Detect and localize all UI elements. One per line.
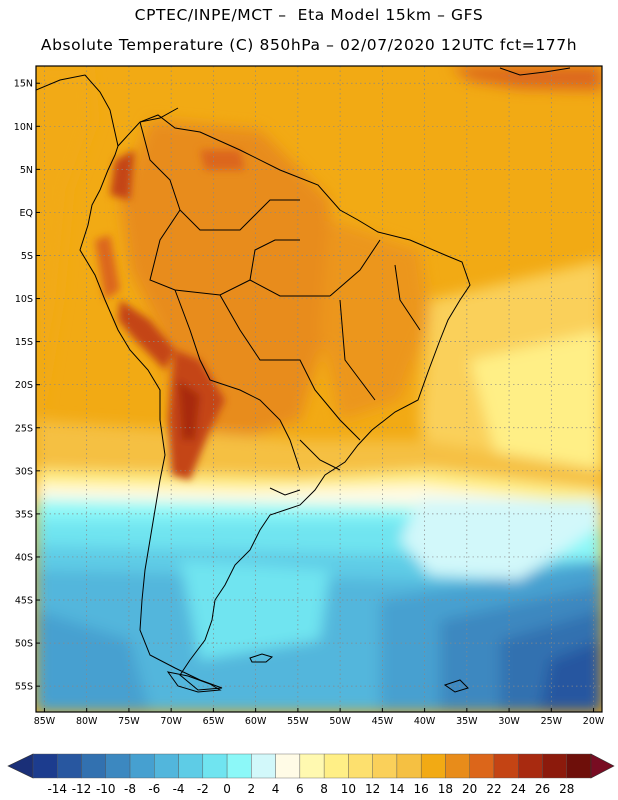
colorbar-label: -6: [148, 782, 160, 796]
lat-tick-label: 25S: [15, 423, 33, 434]
colorbar-label: 12: [365, 782, 380, 796]
lat-tick-label: 20S: [15, 380, 33, 391]
colorbar-label: -14: [47, 782, 67, 796]
colorbar-label: 28: [559, 782, 574, 796]
colorbar-over-arrow: [590, 753, 615, 779]
lat-tick-label: 45S: [15, 596, 33, 607]
lat-tick-label: EQ: [20, 208, 33, 219]
lon-tick-label: 65W: [203, 716, 225, 727]
colorbar-under-arrow: [7, 753, 34, 779]
lat-tick-label: 35S: [15, 509, 33, 520]
colorbar-swatch: [542, 753, 567, 779]
map-frame: [35, 65, 603, 713]
lat-tick-label: 40S: [15, 552, 33, 563]
colorbar-label: 8: [320, 782, 328, 796]
lat-tick-label: 30S: [15, 466, 33, 477]
colorbar-label: -2: [197, 782, 209, 796]
lon-tick-label: 70W: [160, 716, 182, 727]
colorbar: -14 -12 -10 -8 -6 -4 -2 0 2 4 6 8 10 12 14 16 18 20 22 24 26…: [7, 753, 615, 796]
colorbar-swatch: [154, 753, 179, 779]
colorbar-swatch: [372, 753, 398, 779]
colorbar-label: 6: [296, 782, 304, 796]
colorbar-label: 16: [414, 782, 429, 796]
lon-tick-label: 85W: [34, 716, 56, 727]
colorbar-label: -8: [124, 782, 136, 796]
colorbar-swatch: [396, 753, 422, 779]
lon-tick-label: 20W: [583, 716, 605, 727]
colorbar-label: 14: [389, 782, 404, 796]
lon-tick-label: 75W: [118, 716, 140, 727]
colorbar-swatch: [518, 753, 543, 779]
colorbar-swatch: [348, 753, 373, 779]
lon-tick-label: 50W: [329, 716, 351, 727]
colorbar-swatch: [105, 753, 131, 779]
colorbar-swatch: [57, 753, 82, 779]
lat-tick-label: 15S: [15, 337, 33, 348]
lon-tick-label: 80W: [76, 716, 98, 727]
colorbar-swatch: [445, 753, 470, 779]
chart-title-line1: CPTEC/INPE/MCT – Eta Model 15km – GFS: [134, 6, 484, 24]
longitude-labels: 85W 80W 75W 70W 65W 60W 55W 50W 45W 40W 35W 30W 25W 2…: [34, 708, 605, 727]
colorbar-label: -4: [173, 782, 185, 796]
lon-tick-label: 55W: [287, 716, 309, 727]
colorbar-swatch: [251, 753, 276, 779]
temperature-field: [36, 66, 602, 712]
lat-tick-label: 5S: [21, 251, 33, 262]
colorbar-label: -10: [96, 782, 116, 796]
colorbar-swatch: [226, 753, 252, 779]
colorbar-swatch: [275, 753, 301, 779]
colorbar-swatch: [493, 753, 519, 779]
lat-tick-label: 10S: [15, 294, 33, 305]
lat-tick-label: 10N: [14, 122, 33, 133]
colorbar-swatch: [566, 753, 592, 779]
colorbar-label: 20: [462, 782, 477, 796]
lon-tick-label: 25W: [541, 716, 563, 727]
lat-tick-label: 15N: [14, 79, 33, 90]
chart-title-line2: Absolute Temperature (C) 850hPa – 02/07/…: [40, 36, 578, 54]
colorbar-swatch: [178, 753, 204, 779]
colorbar-swatch: [469, 753, 495, 779]
colorbar-label: 26: [535, 782, 550, 796]
colorbar-label: 18: [438, 782, 453, 796]
colorbar-swatch: [32, 753, 58, 779]
colorbar-label: 22: [486, 782, 501, 796]
latitude-labels: 15N 10N 5N EQ 5S 10S 15S 20S 25S 30S 35S 40S 45S 50S 5…: [14, 79, 40, 693]
colorbar-label: 10: [341, 782, 356, 796]
colorbar-swatch: [299, 753, 325, 779]
lon-tick-label: 45W: [372, 716, 394, 727]
colorbar-label: -12: [72, 782, 92, 796]
colorbar-label: 0: [223, 782, 231, 796]
lon-tick-label: 35W: [456, 716, 478, 727]
lon-tick-label: 40W: [414, 716, 436, 727]
lat-tick-label: 5N: [20, 165, 33, 176]
colorbar-swatch: [129, 753, 155, 779]
colorbar-swatch: [323, 753, 349, 779]
colorbar-swatch: [202, 753, 228, 779]
colorbar-swatch: [420, 753, 446, 779]
colorbar-label: 2: [248, 782, 256, 796]
lat-tick-label: 55S: [15, 682, 33, 693]
lon-tick-label: 30W: [498, 716, 520, 727]
coastlines: [36, 67, 571, 693]
colorbar-label: 4: [272, 782, 280, 796]
lat-tick-label: 50S: [15, 639, 33, 650]
lon-tick-label: 60W: [245, 716, 267, 727]
colorbar-swatch: [81, 753, 106, 779]
colorbar-label: 24: [511, 782, 526, 796]
